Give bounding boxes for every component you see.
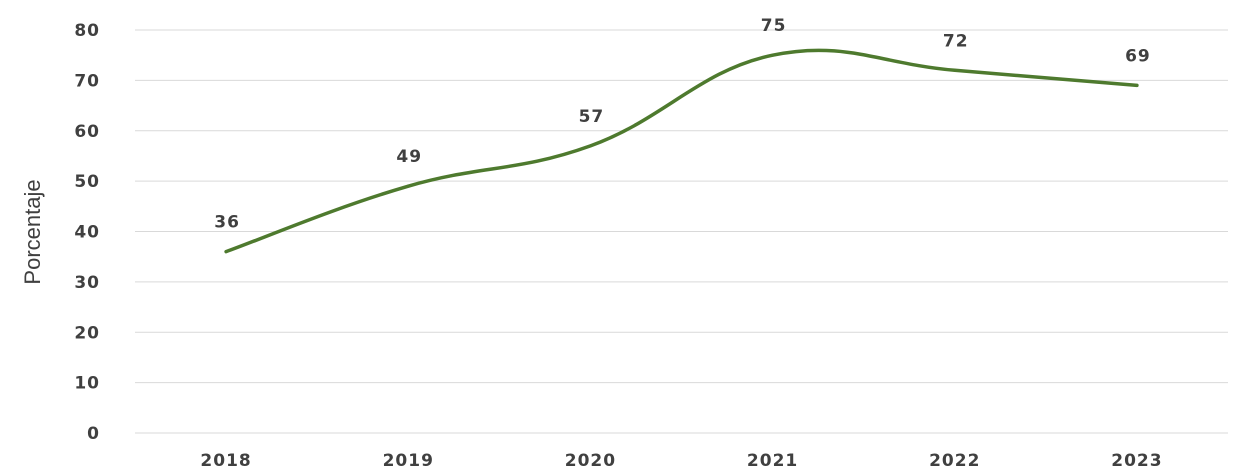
data-point xyxy=(224,250,228,254)
y-tick-label: 40 xyxy=(74,223,100,243)
x-tick-label: 2018 xyxy=(200,451,251,471)
x-tick-label: 2021 xyxy=(747,451,798,471)
series-group xyxy=(224,48,1139,254)
y-tick-label: 20 xyxy=(74,323,100,343)
y-tick-label: 60 xyxy=(74,122,100,142)
data-label: 36 xyxy=(214,213,240,233)
y-tick-label: 10 xyxy=(74,374,100,394)
y-tick-label: 0 xyxy=(87,424,100,444)
x-tick-label: 2022 xyxy=(929,451,980,471)
x-tick-label: 2020 xyxy=(565,451,616,471)
data-label: 75 xyxy=(761,16,787,36)
data-point xyxy=(588,144,592,148)
data-labels: 36 49 57 75 72 69 xyxy=(214,16,1151,233)
data-label: 69 xyxy=(1125,46,1151,66)
data-point xyxy=(771,53,775,57)
data-point xyxy=(1135,83,1139,87)
x-axis-ticks: 2018 2019 2020 2021 2022 2023 xyxy=(200,451,1162,471)
y-tick-label: 30 xyxy=(74,273,100,293)
series-line xyxy=(224,48,1139,254)
data-point xyxy=(953,68,957,72)
data-point xyxy=(406,184,410,188)
y-tick-label: 50 xyxy=(74,172,100,192)
y-axis-title: Porcentaje xyxy=(20,179,45,284)
y-tick-label: 70 xyxy=(74,71,100,91)
data-label: 72 xyxy=(943,31,969,51)
y-axis-ticks: 0 10 20 30 40 50 60 70 80 xyxy=(74,21,100,444)
gridlines xyxy=(135,29,1228,434)
data-label: 57 xyxy=(579,107,605,127)
x-tick-label: 2019 xyxy=(383,451,434,471)
y-tick-label: 80 xyxy=(74,21,100,41)
x-tick-label: 2023 xyxy=(1111,451,1162,471)
data-label: 49 xyxy=(396,147,422,167)
